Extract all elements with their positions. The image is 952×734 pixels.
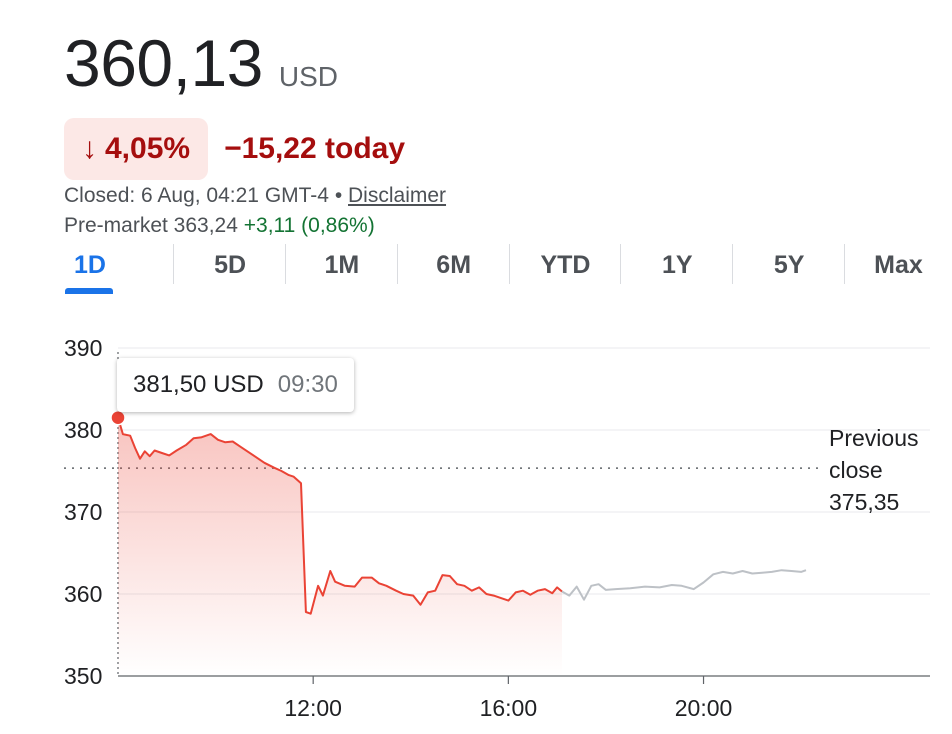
arrow-down-icon: ↓ — [82, 132, 97, 165]
y-tick-label: 370 — [64, 499, 102, 525]
tab-divider — [844, 244, 846, 284]
tab-1d[interactable]: 1D — [62, 240, 175, 294]
y-tick-label: 360 — [64, 581, 102, 607]
range-tabs: 1D 5D 1M 6M YTD 1Y 5Y Max — [62, 240, 952, 294]
tab-ytd[interactable]: YTD — [510, 240, 622, 290]
currency-label: USD — [278, 61, 338, 92]
tab-divider — [508, 244, 510, 284]
tab-divider — [284, 244, 286, 284]
percent-change-badge: ↓ 4,05% — [64, 118, 209, 180]
tab-label: 5D — [214, 250, 247, 279]
market-status: Closed: 6 Aug, 04:21 GMT-4 • Disclaimer — [64, 184, 446, 208]
disclaimer-link[interactable]: Disclaimer — [348, 184, 447, 207]
tab-divider — [396, 244, 398, 284]
tab-5y[interactable]: 5Y — [733, 240, 846, 290]
tab-1y[interactable]: 1Y — [621, 240, 734, 290]
absolute-change: −15,22 today — [224, 132, 406, 165]
premarket-info: Pre-market 363,24 +3,11 (0,86%) — [64, 214, 375, 238]
premarket-change: +3,11 (0,86%) — [243, 214, 375, 237]
tab-label: Max — [874, 250, 923, 279]
tooltip-time: 09:30 — [277, 371, 338, 398]
series-line-after-hours — [561, 569, 807, 601]
previous-close-label: Previous close 375,35 — [829, 422, 918, 518]
tab-6m[interactable]: 6M — [398, 240, 510, 290]
active-tab-indicator — [65, 288, 113, 294]
tab-label: 1D — [74, 250, 106, 279]
tab-max[interactable]: Max — [845, 240, 952, 290]
x-tick-label: 16:00 — [480, 695, 538, 721]
y-tick-label: 390 — [64, 335, 102, 361]
tab-label: 1Y — [662, 250, 693, 279]
area-fill — [118, 417, 563, 676]
tab-1m[interactable]: 1M — [286, 240, 398, 290]
tab-divider — [732, 244, 734, 284]
current-price: 360,13 — [64, 26, 263, 100]
x-tick-label: 12:00 — [284, 695, 342, 721]
closed-text: Closed: 6 Aug, 04:21 GMT-4 • — [64, 184, 343, 207]
tab-divider — [620, 244, 622, 284]
y-tick-label: 380 — [64, 417, 102, 443]
previous-close-value: 375,35 — [829, 489, 900, 515]
tab-divider — [173, 244, 175, 284]
y-tick-label: 350 — [64, 663, 102, 689]
tab-5d[interactable]: 5D — [174, 240, 286, 290]
percent-change: 4,05% — [105, 132, 191, 165]
previous-close-line1: Previous — [829, 425, 919, 451]
price-tooltip: 381,50 USD 09:30 — [117, 358, 354, 412]
tab-label: 5Y — [773, 250, 805, 279]
tab-label: YTD — [540, 250, 591, 279]
series-line-regular — [117, 417, 563, 615]
tab-label: 6M — [436, 250, 472, 279]
tooltip-value: 381,50 USD — [133, 371, 264, 398]
previous-close-line2: close — [829, 457, 883, 483]
x-tick-label: 20:00 — [675, 695, 733, 721]
premarket-price: Pre-market 363,24 — [64, 214, 238, 237]
change-row: ↓ 4,05% −15,22 today — [64, 118, 405, 180]
tab-label: 1M — [324, 250, 360, 279]
marker-point — [110, 409, 126, 426]
price-row: 360,13 USD — [64, 30, 338, 96]
price-chart[interactable]: 390 380 370 360 350 12:00 16:00 20:00 — [0, 320, 952, 734]
